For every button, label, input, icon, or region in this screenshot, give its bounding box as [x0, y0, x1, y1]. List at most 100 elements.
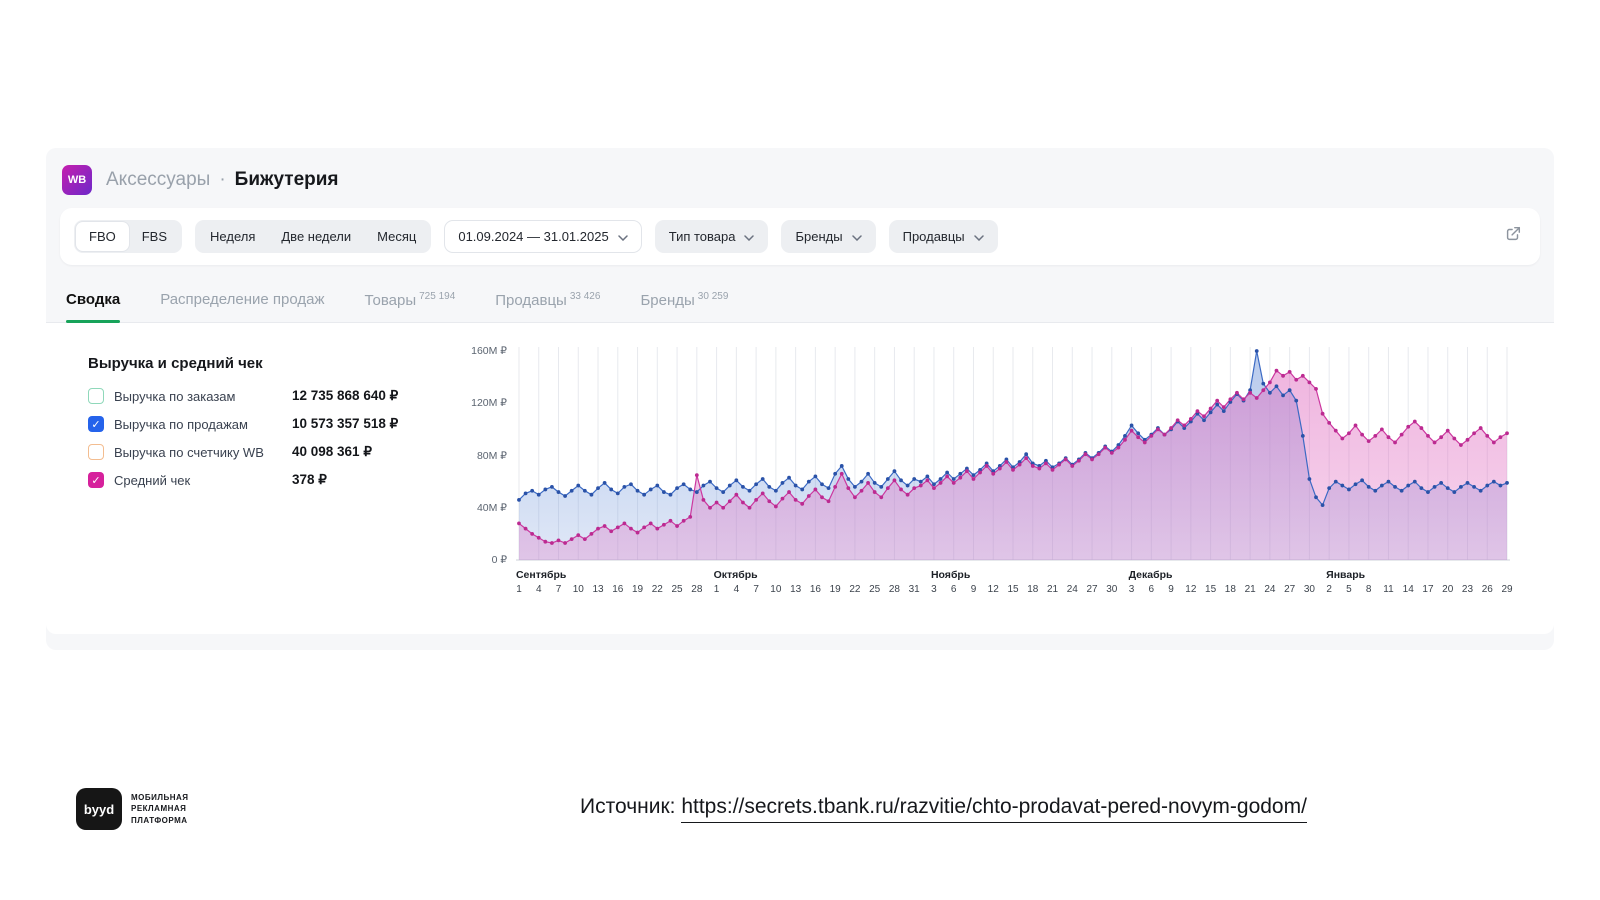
tab-brands[interactable]: Бренды 30 259: [640, 291, 728, 322]
x-axis-day-label: 19: [829, 584, 841, 595]
x-axis-day-label: 18: [1027, 584, 1039, 595]
y-axis-label: 0 ₽: [491, 554, 507, 566]
tab-label: Товары: [364, 292, 417, 309]
x-axis-day-label: 6: [1148, 584, 1155, 595]
tab-label: Продавцы: [495, 292, 567, 309]
chart-plot-area: 0 ₽ 40M ₽ 80M ₽ 120M ₽ 160M ₽: [466, 345, 1510, 566]
checkbox-average-check[interactable]: ✓: [88, 472, 104, 488]
x-axis-day-label: 6: [950, 584, 957, 595]
week-button[interactable]: Неделя: [210, 229, 256, 244]
x-axis-day-label: 12: [1185, 584, 1197, 595]
tab-label: Сводка: [66, 291, 121, 308]
brands-label: Бренды: [795, 229, 843, 244]
chart-svg: [516, 347, 1510, 561]
x-axis-day-label: 9: [1168, 584, 1174, 595]
x-axis-day-label: 30: [1303, 584, 1315, 595]
external-link-button[interactable]: [1500, 221, 1526, 252]
chevron-down-icon: [617, 229, 628, 244]
x-axis-day-label: 2: [1326, 584, 1332, 595]
tab-label: Распределение продаж: [160, 291, 325, 308]
x-axis-day-label: 18: [1224, 584, 1236, 595]
breadcrumb: Аксессуары · Бижутерия: [106, 169, 339, 191]
x-axis-day-label: 7: [753, 584, 759, 595]
page-title: Бижутерия: [234, 169, 339, 190]
period-toggle: Неделя Две недели Месяц: [195, 220, 432, 253]
tab-badge: 725 194: [419, 291, 456, 302]
analytics-dashboard: WB Аксессуары · Бижутерия FBO FBS Неделя…: [46, 148, 1554, 650]
source-link[interactable]: https://secrets.tbank.ru/razvitie/chto-p…: [681, 795, 1307, 823]
x-axis-day-label: 3: [931, 584, 937, 595]
x-axis-day-label: 25: [869, 584, 881, 595]
byyd-logo-mark: byyd: [76, 788, 122, 830]
legend-value: 40 098 361 ₽: [292, 444, 372, 459]
sellers-label: Продавцы: [902, 229, 965, 244]
summary-content: Выручка и средний чек Выручка по заказам…: [46, 323, 1554, 634]
chart-canvas: [516, 347, 1510, 565]
chevron-down-icon: [744, 229, 755, 244]
filter-bar: FBO FBS Неделя Две недели Месяц 01.09.20…: [60, 208, 1540, 265]
fulfillment-toggle: FBO FBS: [74, 220, 183, 253]
legend-value: 12 735 868 640 ₽: [292, 388, 399, 403]
x-axis-day-label: 20: [1442, 584, 1454, 595]
x-axis-day-label: 16: [809, 584, 821, 595]
month-button[interactable]: Месяц: [377, 229, 417, 244]
x-axis-day-label: 9: [970, 584, 977, 595]
x-axis-month-label: Октябрь: [713, 569, 758, 581]
tab-badge: 30 259: [697, 291, 729, 302]
tab-sellers[interactable]: Продавцы 33 426: [495, 291, 600, 322]
x-axis-day-label: 17: [1422, 584, 1434, 595]
date-range-picker[interactable]: 01.09.2024 — 31.01.2025: [444, 220, 642, 253]
x-axis-day-label: 21: [1244, 584, 1256, 595]
source-prefix: Источник:: [580, 795, 676, 818]
x-axis-month-label: Январь: [1326, 569, 1366, 581]
x-axis-day-label: 7: [555, 584, 562, 595]
breadcrumb-separator: ·: [219, 169, 226, 190]
tab-label: Бренды: [640, 292, 695, 309]
x-axis-day-label: 24: [1066, 584, 1078, 595]
byyd-caption-line: МОБИЛЬНАЯ: [131, 792, 189, 802]
chevron-down-icon: [851, 229, 862, 244]
x-axis-day-label: 24: [1264, 584, 1276, 595]
checkbox-wb-counter-revenue[interactable]: [88, 444, 104, 460]
legend-label: Средний чек: [114, 472, 191, 488]
byyd-caption: МОБИЛЬНАЯ РЕКЛАМНАЯ ПЛАТФОРМА: [131, 792, 189, 827]
brands-filter[interactable]: Бренды: [781, 220, 876, 253]
product-type-label: Тип товара: [668, 229, 736, 244]
y-axis-label: 40M ₽: [476, 501, 507, 514]
x-axis-day-label: 12: [987, 584, 999, 595]
two-weeks-button[interactable]: Две недели: [281, 229, 352, 244]
fbs-button[interactable]: FBS: [141, 229, 168, 244]
legend-value: 378 ₽: [292, 472, 327, 487]
chart-legend: Выручка и средний чек Выручка по заказам…: [60, 347, 458, 620]
x-axis-day-label: 5: [1346, 584, 1352, 595]
product-type-filter[interactable]: Тип товара: [654, 220, 769, 253]
chevron-down-icon: [973, 229, 984, 244]
breadcrumb-category[interactable]: Аксессуары: [106, 169, 211, 190]
x-axis-day-label: 1: [516, 584, 522, 595]
tab-bar: Сводка Распределение продаж Товары 725 19…: [46, 272, 1554, 323]
legend-value: 10 573 357 518 ₽: [292, 416, 399, 431]
sellers-filter[interactable]: Продавцы: [888, 220, 998, 253]
tab-products[interactable]: Товары 725 194: [365, 291, 456, 322]
tab-sales-distribution[interactable]: Распределение продаж: [160, 291, 324, 322]
fbo-button[interactable]: FBO: [76, 222, 129, 251]
x-axis-day-label: 8: [1365, 584, 1372, 595]
x-axis-day-label: 25: [671, 584, 683, 595]
x-axis-day-label: 13: [592, 584, 604, 595]
x-axis-day-label: 16: [612, 584, 624, 595]
y-axis-label: 80M ₽: [476, 449, 507, 462]
legend-item-average-check: ✓ Средний чек 378 ₽: [88, 472, 458, 488]
legend-item-wb-counter-revenue: Выручка по счетчику WB 40 098 361 ₽: [88, 444, 458, 460]
checkbox-orders-revenue[interactable]: [88, 388, 104, 404]
tab-summary[interactable]: Сводка: [66, 291, 121, 323]
x-axis-day-label: 4: [535, 584, 542, 595]
x-axis-day-label: 14: [1402, 584, 1414, 595]
x-axis-day-label: 21: [1046, 584, 1059, 595]
checkbox-sales-revenue[interactable]: ✓: [88, 416, 104, 432]
x-axis-month-label: Сентябрь: [515, 569, 567, 581]
x-axis-day-label: 22: [651, 584, 663, 595]
byyd-logo: byyd МОБИЛЬНАЯ РЕКЛАМНАЯ ПЛАТФОРМА: [76, 788, 189, 830]
x-axis-day-label: 15: [1007, 584, 1019, 595]
x-axis-day-label: 23: [1461, 584, 1474, 595]
chart-month-labels: Сентябрь Октябрь Ноябрь Декабрь Январь: [516, 569, 1510, 584]
